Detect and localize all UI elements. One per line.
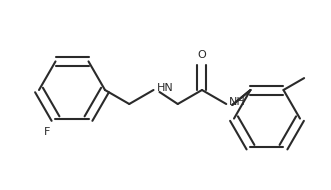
- Text: O: O: [198, 50, 206, 60]
- Text: NH: NH: [229, 97, 246, 107]
- Text: F: F: [44, 127, 51, 137]
- Text: HN: HN: [157, 83, 174, 93]
